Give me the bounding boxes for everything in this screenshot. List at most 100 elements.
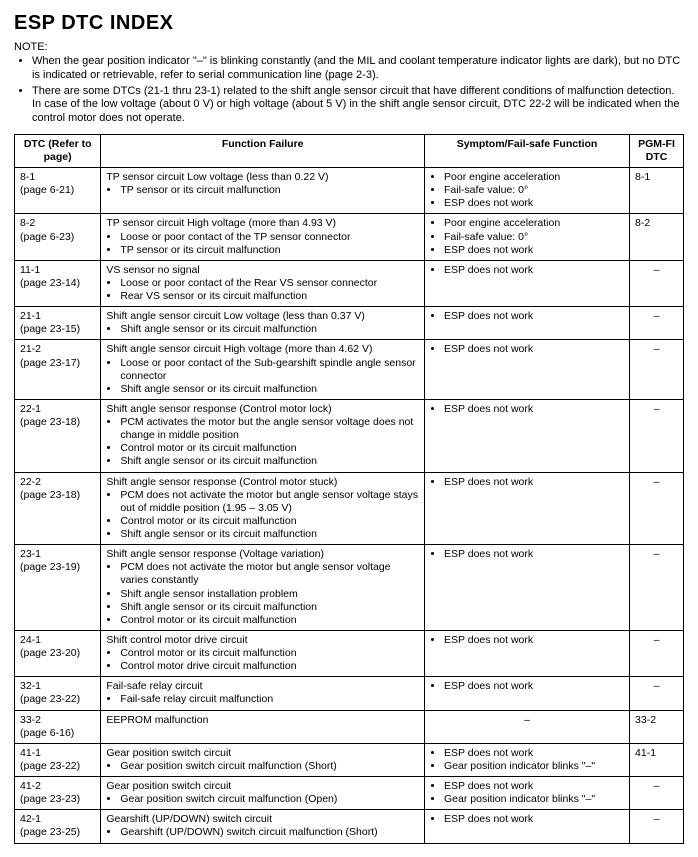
function-item: Control motor drive circuit malfunction bbox=[120, 660, 419, 673]
cell-function-failure: Fail-safe relay circuitFail-safe relay c… bbox=[101, 677, 425, 710]
cell-function-failure: VS sensor no signalLoose or poor contact… bbox=[101, 260, 425, 306]
cell-dtc: 23-1(page 23-19) bbox=[15, 545, 101, 631]
function-item: Shift angle sensor or its circuit malfun… bbox=[120, 323, 419, 336]
function-list: PCM does not activate the motor but angl… bbox=[106, 489, 419, 542]
function-lead: Shift angle sensor response (Control mot… bbox=[106, 403, 419, 416]
symptom-item: ESP does not work bbox=[444, 476, 624, 489]
cell-pgm-dtc: – bbox=[630, 340, 684, 400]
cell-pgm-dtc: – bbox=[630, 260, 684, 306]
cell-symptom: ESP does not work bbox=[425, 340, 630, 400]
cell-dtc: 21-1(page 23-15) bbox=[15, 307, 101, 340]
function-item: Control motor or its circuit malfunction bbox=[120, 647, 419, 660]
function-item: Gear position switch circuit malfunction… bbox=[120, 760, 419, 773]
dtc-page: (page 6-21) bbox=[20, 184, 95, 197]
table-row: 11-1(page 23-14)VS sensor no signalLoose… bbox=[15, 260, 684, 306]
cell-function-failure: Gearshift (UP/DOWN) switch circuitGearsh… bbox=[101, 810, 425, 843]
function-item: Loose or poor contact of the TP sensor c… bbox=[120, 231, 419, 244]
cell-symptom: ESP does not workGear position indicator… bbox=[425, 743, 630, 776]
cell-symptom: Poor engine accelerationFail-safe value:… bbox=[425, 168, 630, 214]
dtc-code: 41-1 bbox=[20, 747, 95, 760]
cell-function-failure: Shift angle sensor response (Control mot… bbox=[101, 472, 425, 545]
symptom-item: ESP does not work bbox=[444, 747, 624, 760]
symptom-item: ESP does not work bbox=[444, 548, 624, 561]
symptom-list: ESP does not work bbox=[430, 548, 624, 561]
cell-symptom: – bbox=[425, 710, 630, 743]
cell-dtc: 32-1(page 23-22) bbox=[15, 677, 101, 710]
symptom-item: ESP does not work bbox=[444, 244, 624, 257]
cell-pgm-dtc: 8-2 bbox=[630, 214, 684, 260]
function-lead: Shift angle sensor circuit High voltage … bbox=[106, 343, 419, 356]
cell-pgm-dtc: – bbox=[630, 472, 684, 545]
cell-symptom: Poor engine accelerationFail-safe value:… bbox=[425, 214, 630, 260]
cell-function-failure: Shift angle sensor response (Voltage var… bbox=[101, 545, 425, 631]
symptom-item: ESP does not work bbox=[444, 343, 624, 356]
cell-symptom: ESP does not work bbox=[425, 810, 630, 843]
table-row: 22-2(page 23-18) Shift angle sensor respo… bbox=[15, 472, 684, 545]
cell-pgm-dtc: – bbox=[630, 777, 684, 810]
dtc-page: (page 23-18) bbox=[20, 489, 95, 502]
function-item: Control motor or its circuit malfunction bbox=[120, 442, 419, 455]
cell-function-failure: Gear position switch circuitGear positio… bbox=[101, 777, 425, 810]
note-item: There are some DTCs (21-1 thru 23-1) rel… bbox=[32, 85, 684, 126]
function-lead: Shift angle sensor response (Control mot… bbox=[106, 476, 419, 489]
symptom-item: ESP does not work bbox=[444, 780, 624, 793]
table-row: 21-2(page 23-17)Shift angle sensor circu… bbox=[15, 340, 684, 400]
function-list: Shift angle sensor or its circuit malfun… bbox=[106, 323, 419, 336]
dtc-code: 23-1 bbox=[20, 548, 95, 561]
note-item: When the gear position indicator "–" is … bbox=[32, 55, 684, 83]
symptom-list: Poor engine accelerationFail-safe value:… bbox=[430, 171, 624, 210]
dtc-page: (page 23-15) bbox=[20, 323, 95, 336]
cell-symptom: ESP does not work bbox=[425, 399, 630, 472]
symptom-item: Fail-safe value: 0° bbox=[444, 184, 624, 197]
symptom-list: ESP does not workGear position indicator… bbox=[430, 747, 624, 773]
function-lead: Fail-safe relay circuit bbox=[106, 680, 419, 693]
dtc-code: 24-1 bbox=[20, 634, 95, 647]
function-list: Fail-safe relay circuit malfunction bbox=[106, 693, 419, 706]
function-list: PCM activates the motor but the angle se… bbox=[106, 416, 419, 469]
dtc-code: 33-2 bbox=[20, 714, 95, 727]
table-row: 24-1(page 23-20)Shift control motor driv… bbox=[15, 630, 684, 676]
cell-function-failure: Shift angle sensor circuit Low voltage (… bbox=[101, 307, 425, 340]
symptom-item: Gear position indicator blinks "–" bbox=[444, 760, 624, 773]
symptom-list: ESP does not work bbox=[430, 476, 624, 489]
table-row: 21-1(page 23-15)Shift angle sensor circu… bbox=[15, 307, 684, 340]
cell-function-failure: EEPROM malfunction bbox=[101, 710, 425, 743]
cell-symptom: ESP does not work bbox=[425, 260, 630, 306]
function-item: Fail-safe relay circuit malfunction bbox=[120, 693, 419, 706]
cell-dtc: 41-1(page 23-22) bbox=[15, 743, 101, 776]
dtc-page: (page 23-14) bbox=[20, 277, 95, 290]
table-body: 8-1(page 6-21)TP sensor circuit Low volt… bbox=[15, 168, 684, 844]
table-row: 33-2(page 6-16)EEPROM malfunction– 33-2 bbox=[15, 710, 684, 743]
symptom-list: ESP does not workGear position indicator… bbox=[430, 780, 624, 806]
dtc-page: (page 23-23) bbox=[20, 793, 95, 806]
function-item: Gearshift (UP/DOWN) switch circuit malfu… bbox=[120, 826, 419, 839]
function-lead: Gearshift (UP/DOWN) switch circuit bbox=[106, 813, 419, 826]
cell-function-failure: TP sensor circuit High voltage (more tha… bbox=[101, 214, 425, 260]
function-lead: Shift control motor drive circuit bbox=[106, 634, 419, 647]
table-row: 42-1(page 23-25)Gearshift (UP/DOWN) swit… bbox=[15, 810, 684, 843]
cell-symptom: ESP does not work bbox=[425, 677, 630, 710]
symptom-list: ESP does not work bbox=[430, 634, 624, 647]
function-lead: TP sensor circuit Low voltage (less than… bbox=[106, 171, 419, 184]
function-lead: TP sensor circuit High voltage (more tha… bbox=[106, 217, 419, 230]
symptom-list: ESP does not work bbox=[430, 310, 624, 323]
function-lead: VS sensor no signal bbox=[106, 264, 419, 277]
cell-dtc: 22-2(page 23-18) bbox=[15, 472, 101, 545]
note-label: NOTE: bbox=[14, 41, 684, 53]
function-item: Shift angle sensor installation problem bbox=[120, 588, 419, 601]
function-list: Loose or poor contact of the TP sensor c… bbox=[106, 231, 419, 257]
symptom-item: ESP does not work bbox=[444, 813, 624, 826]
cell-pgm-dtc: – bbox=[630, 545, 684, 631]
cell-pgm-dtc: – bbox=[630, 810, 684, 843]
function-item: Loose or poor contact of the Sub-gearshi… bbox=[120, 357, 419, 383]
cell-symptom: ESP does not work bbox=[425, 545, 630, 631]
cell-symptom: ESP does not work bbox=[425, 630, 630, 676]
function-item: Shift angle sensor or its circuit malfun… bbox=[120, 455, 419, 468]
cell-dtc: 8-2(page 6-23) bbox=[15, 214, 101, 260]
symptom-item: Poor engine acceleration bbox=[444, 171, 624, 184]
cell-dtc: 33-2(page 6-16) bbox=[15, 710, 101, 743]
symptom-list: Poor engine accelerationFail-safe value:… bbox=[430, 217, 624, 256]
function-list: TP sensor or its circuit malfunction bbox=[106, 184, 419, 197]
col-pgm: PGM-FI DTC bbox=[630, 134, 684, 167]
dtc-code: 21-1 bbox=[20, 310, 95, 323]
